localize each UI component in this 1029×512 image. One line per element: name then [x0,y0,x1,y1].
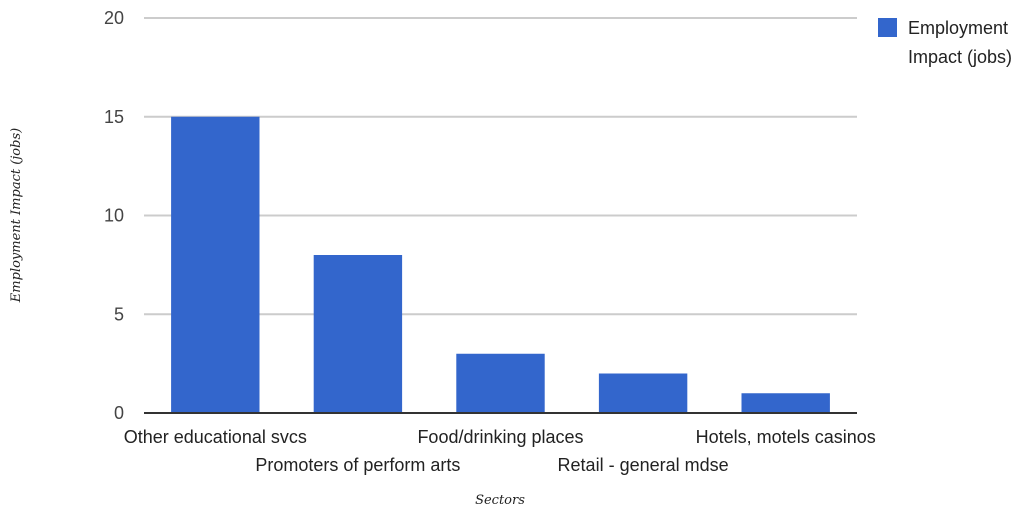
x-axis-title: Sectors [475,493,525,508]
x-axis-category-labels: Other educational svcs Promoters of perfo… [124,427,876,475]
legend: Employment Impact (jobs) [878,18,1012,67]
x-category-label: Food/drinking places [417,427,583,447]
y-tick-label: 20 [104,8,124,28]
y-tick-label: 5 [114,304,124,324]
y-axis-title: Employment Impact (jobs) [9,128,24,303]
bar [598,373,688,413]
x-category-label: Retail - general mdse [558,455,729,475]
bar [741,393,830,413]
y-tick-label: 0 [114,403,124,423]
grid-lines [144,17,857,316]
bar [313,255,403,413]
legend-swatch [878,18,897,37]
legend-label-line-2: Impact (jobs) [908,47,1012,67]
bars [171,116,830,413]
bar [171,116,260,413]
y-axis-ticks: 0 5 10 15 20 [104,8,124,423]
x-category-label: Hotels, motels casinos [696,427,876,447]
x-category-label: Promoters of perform arts [255,455,460,475]
y-tick-label: 15 [104,107,124,127]
x-category-label: Other educational svcs [124,427,307,447]
y-tick-label: 10 [104,206,124,226]
bar [456,353,545,413]
legend-label-line-1: Employment [908,18,1008,38]
